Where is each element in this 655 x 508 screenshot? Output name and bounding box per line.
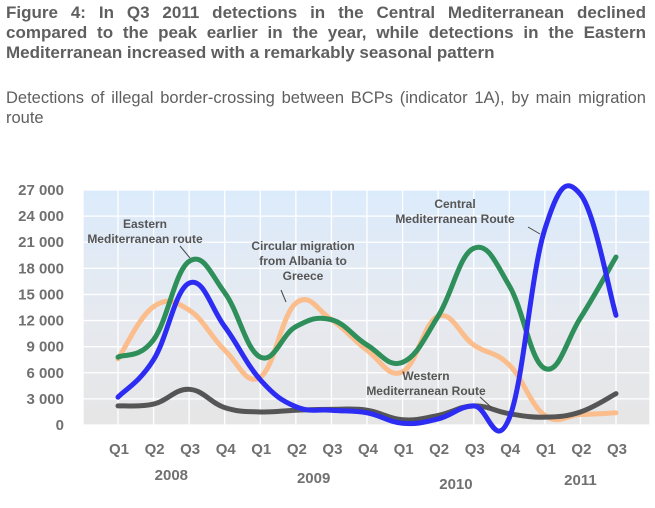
y-tick-label: 9 000	[26, 339, 64, 356]
figure-subtitle: Detections of illegal border-crossing be…	[6, 89, 646, 127]
x-tick-label: Q1	[251, 441, 271, 458]
annotation-text: Greece	[283, 269, 324, 283]
y-tick-label: 24 000	[18, 208, 64, 225]
x-tick-label: Q2	[145, 441, 165, 458]
annotation-text: Mediterranean Route	[395, 212, 515, 226]
x-axis-ticks: Q1 Q2 Q3 Q4 Q1 Q2 Q3 Q4 Q1 Q2 Q3 Q4 Q1 Q2 Q3	[109, 441, 627, 458]
series-lines	[115, 183, 619, 434]
x-tick-label: Q2	[287, 441, 307, 458]
eastern-mediterranean-line	[115, 244, 619, 372]
y-tick-label: 21 000	[18, 234, 64, 251]
y-tick-label: 0	[56, 417, 64, 434]
western-mediterranean-line	[115, 386, 619, 423]
x-year-label: 2008	[155, 467, 188, 484]
annotation-text: Central	[434, 197, 475, 211]
x-tick-label: Q4	[216, 441, 237, 458]
x-year-label: 2009	[297, 470, 330, 487]
annotation-text: Mediterranean Route	[366, 384, 486, 398]
x-tick-label: Q1	[536, 441, 556, 458]
annotation-leader-line	[479, 396, 493, 409]
y-tick-label: 18 000	[18, 260, 64, 277]
x-tick-label: Q4	[358, 441, 379, 458]
y-tick-label: 12 000	[18, 313, 64, 330]
x-tick-label: Q3	[180, 441, 200, 458]
central-mediterranean-line	[115, 183, 619, 434]
x-tick-label: Q3	[322, 441, 342, 458]
annotation-text: from Albania to	[259, 254, 347, 268]
x-year-label: 2010	[439, 476, 472, 493]
x-tick-label: Q1	[394, 441, 414, 458]
annotation-text: Circular migration	[251, 239, 354, 253]
annotation-text: Western	[402, 369, 449, 383]
y-tick-label: 15 000	[18, 286, 64, 303]
x-tick-label: Q4	[500, 441, 521, 458]
annotation-leader-line	[179, 245, 191, 259]
x-axis-years: 2008 2009 2010 2011	[155, 467, 597, 493]
x-year-label: 2011	[564, 472, 597, 489]
circular-albania-greece-line	[115, 297, 619, 423]
y-tick-label: 3 000	[26, 391, 64, 408]
figure-title: Figure 4: In Q3 2011 detections in the C…	[6, 3, 646, 62]
annotation-text: Mediterranean route	[87, 232, 203, 246]
annotation-leader-line	[527, 226, 541, 235]
x-tick-label: Q2	[429, 441, 449, 458]
x-tick-label: Q3	[465, 441, 485, 458]
x-tick-label: Q2	[571, 441, 591, 458]
x-tick-label: Q3	[607, 441, 627, 458]
annotation-leader-line	[280, 289, 287, 303]
y-tick-label: 6 000	[26, 365, 64, 382]
x-tick-label: Q1	[109, 441, 129, 458]
y-axis-ticks: 0 3 000 6 000 9 000 12 000 15 000 18 000 21 000…	[18, 182, 64, 434]
y-tick-label: 27 000	[18, 182, 64, 199]
annotation-text: Eastern	[123, 217, 167, 231]
